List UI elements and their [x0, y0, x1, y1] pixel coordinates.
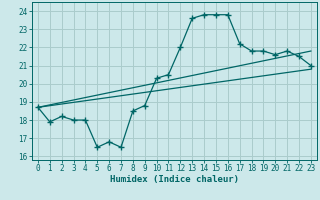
X-axis label: Humidex (Indice chaleur): Humidex (Indice chaleur): [110, 175, 239, 184]
